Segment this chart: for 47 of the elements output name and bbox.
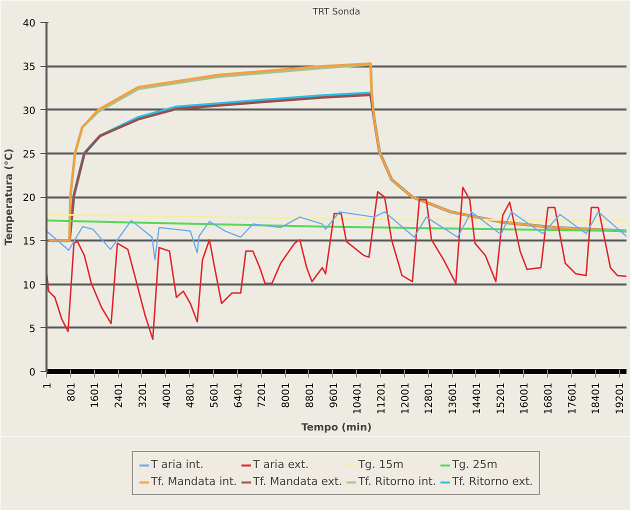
y-tick-label: 20 [22, 193, 36, 204]
y-tick-label: 10 [22, 280, 36, 292]
x-tick-label: 18401 [591, 382, 602, 414]
line-series [46, 211, 626, 260]
x-tick-label: 16801 [544, 382, 555, 414]
x-tick-label: 10401 [352, 382, 364, 414]
y-tick-label: 0 [29, 368, 36, 378]
x-tick-label: 13601 [448, 382, 460, 414]
x-tick-label: 2401 [114, 382, 126, 408]
y-tick-label: 35 [22, 62, 36, 74]
chart-title: TRT Sonda [312, 8, 360, 18]
x-tick-label: 16001 [520, 382, 531, 414]
x-tick-label: 17601 [567, 382, 578, 414]
y-axis-title: Temperatura (°C) [4, 148, 15, 246]
x-tick-label: 1601 [90, 382, 102, 408]
legend-label: Tf. Mandata ext. [253, 475, 342, 488]
y-tick-label: 15 [22, 236, 36, 248]
x-tick-label: 7201 [257, 382, 268, 408]
x-tick-label: 14401 [472, 382, 483, 414]
x-tick-label: 9601 [328, 382, 340, 408]
y-tick-label: 25 [22, 149, 36, 160]
y-tick-label: 5 [29, 324, 36, 335]
y-tick-label: 30 [22, 106, 36, 117]
x-tick-label: 1 [42, 382, 54, 389]
x-tick-label: 4001 [162, 382, 173, 408]
legend-label: Tg. 25m [452, 458, 498, 471]
line-series [46, 186, 626, 340]
x-tick-label: 8801 [304, 382, 316, 408]
x-tick-label: 6401 [233, 382, 244, 408]
x-tick-label: 11201 [376, 382, 388, 414]
x-tick-label: 3201 [138, 382, 149, 408]
legend-label: Tf. Ritorno ext. [452, 475, 534, 488]
legend-label: T aria int. [150, 458, 204, 471]
x-tick-label: 15201 [496, 382, 507, 414]
x-tick-label: 4801 [186, 382, 197, 408]
x-tick-label: 801 [66, 382, 78, 402]
legend-label: Tf. Mandata int. [150, 475, 238, 488]
x-tick-label: 8001 [281, 382, 292, 408]
legend-label: T aria ext. [253, 458, 309, 471]
y-tick-label: 40 [22, 18, 36, 30]
legend-label: Tg. 15m [358, 458, 404, 471]
x-tick-label: 12801 [424, 382, 436, 414]
x-tick-label: 5601 [210, 382, 221, 408]
x-tick-label: 12001 [400, 382, 412, 414]
x-axis-title: Tempo (min) [301, 422, 372, 434]
legend-label: Tf. Ritorno int. [358, 475, 436, 488]
x-tick-label: 19201 [615, 382, 626, 414]
